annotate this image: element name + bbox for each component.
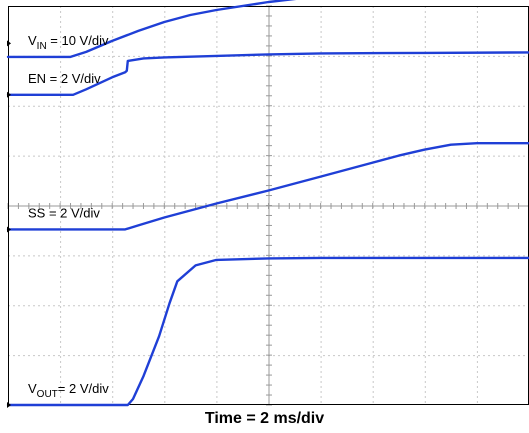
- trace-0: [6, 0, 297, 59]
- trace-3: [6, 256, 529, 407]
- channel-label-name: EN: [28, 71, 46, 86]
- channel-marker-0: [7, 40, 11, 47]
- channel-label-2: SS = 2 V/div: [28, 205, 100, 220]
- channel-label-name: V: [28, 381, 37, 396]
- channel-label-name: SS: [28, 205, 46, 220]
- channel-label-subscript: OUT: [37, 389, 58, 400]
- channel-marker-2: [7, 226, 11, 233]
- channel-label-0: VIN = 10 V/div: [28, 33, 109, 52]
- channel-label-scale: = 10 V/div: [47, 33, 109, 48]
- channel-marker-1: [7, 91, 11, 98]
- channel-label-1: EN = 2 V/div: [28, 71, 101, 86]
- channel-label-3: VOUT= 2 V/div: [28, 381, 109, 400]
- channel-label-scale: = 2 V/div: [46, 71, 101, 86]
- channel-label-scale: = 2 V/div: [58, 381, 109, 396]
- x-axis-label: Time = 2 ms/div: [204, 410, 325, 427]
- channel-label-name: V: [28, 33, 37, 48]
- channel-marker-3: [7, 402, 11, 408]
- channel-markers: [7, 40, 11, 408]
- channel-label-subscript: IN: [37, 41, 47, 52]
- trace-2: [6, 141, 529, 231]
- traces: [6, 0, 529, 407]
- channel-label-scale: = 2 V/div: [45, 205, 100, 220]
- trace-1: [6, 51, 529, 97]
- grid: [7, 5, 529, 406]
